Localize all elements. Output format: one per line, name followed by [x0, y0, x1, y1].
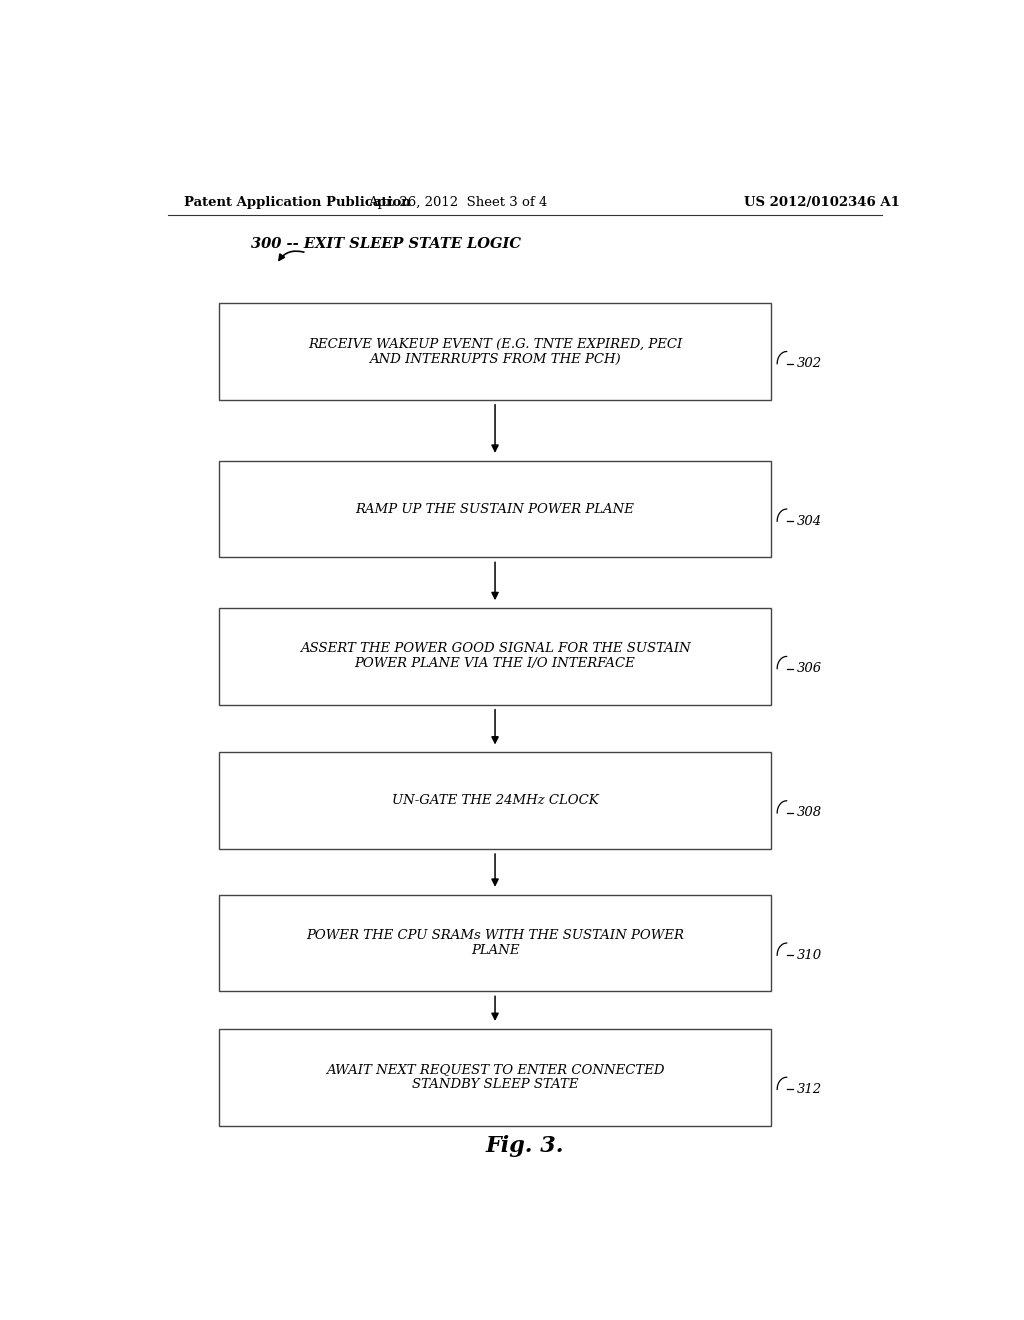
Bar [219, 461, 771, 557]
Bar [219, 895, 771, 991]
Bar [219, 1030, 771, 1126]
Text: UN-GATE THE 24MHz CLOCK: UN-GATE THE 24MHz CLOCK [392, 795, 598, 808]
Text: 308: 308 [797, 807, 822, 820]
Text: AWAIT NEXT REQUEST TO ENTER CONNECTED
STANDBY SLEEP STATE: AWAIT NEXT REQUEST TO ENTER CONNECTED ST… [326, 1063, 665, 1092]
Text: 304: 304 [797, 515, 822, 528]
Bar [219, 752, 771, 849]
Text: POWER THE CPU SRAMs WITH THE SUSTAIN POWER
PLANE: POWER THE CPU SRAMs WITH THE SUSTAIN POW… [306, 929, 684, 957]
Text: 302: 302 [797, 358, 822, 370]
Text: 306: 306 [797, 663, 822, 675]
Text: 312: 312 [797, 1082, 822, 1096]
Text: Patent Application Publication: Patent Application Publication [183, 195, 411, 209]
Text: 300 -- EXIT SLEEP STATE LOGIC: 300 -- EXIT SLEEP STATE LOGIC [251, 236, 521, 251]
Text: RAMP UP THE SUSTAIN POWER PLANE: RAMP UP THE SUSTAIN POWER PLANE [355, 503, 635, 516]
Text: 310: 310 [797, 949, 822, 962]
Bar [219, 609, 771, 705]
Text: Fig. 3.: Fig. 3. [485, 1135, 564, 1158]
Text: RECEIVE WAKEUP EVENT (E.G. TNTE EXPIRED, PECI
AND INTERRUPTS FROM THE PCH): RECEIVE WAKEUP EVENT (E.G. TNTE EXPIRED,… [308, 338, 682, 366]
Text: ASSERT THE POWER GOOD SIGNAL FOR THE SUSTAIN
POWER PLANE VIA THE I/O INTERFACE: ASSERT THE POWER GOOD SIGNAL FOR THE SUS… [300, 643, 690, 671]
Bar [219, 304, 771, 400]
Text: Apr. 26, 2012  Sheet 3 of 4: Apr. 26, 2012 Sheet 3 of 4 [368, 195, 547, 209]
Text: US 2012/0102346 A1: US 2012/0102346 A1 [744, 195, 900, 209]
